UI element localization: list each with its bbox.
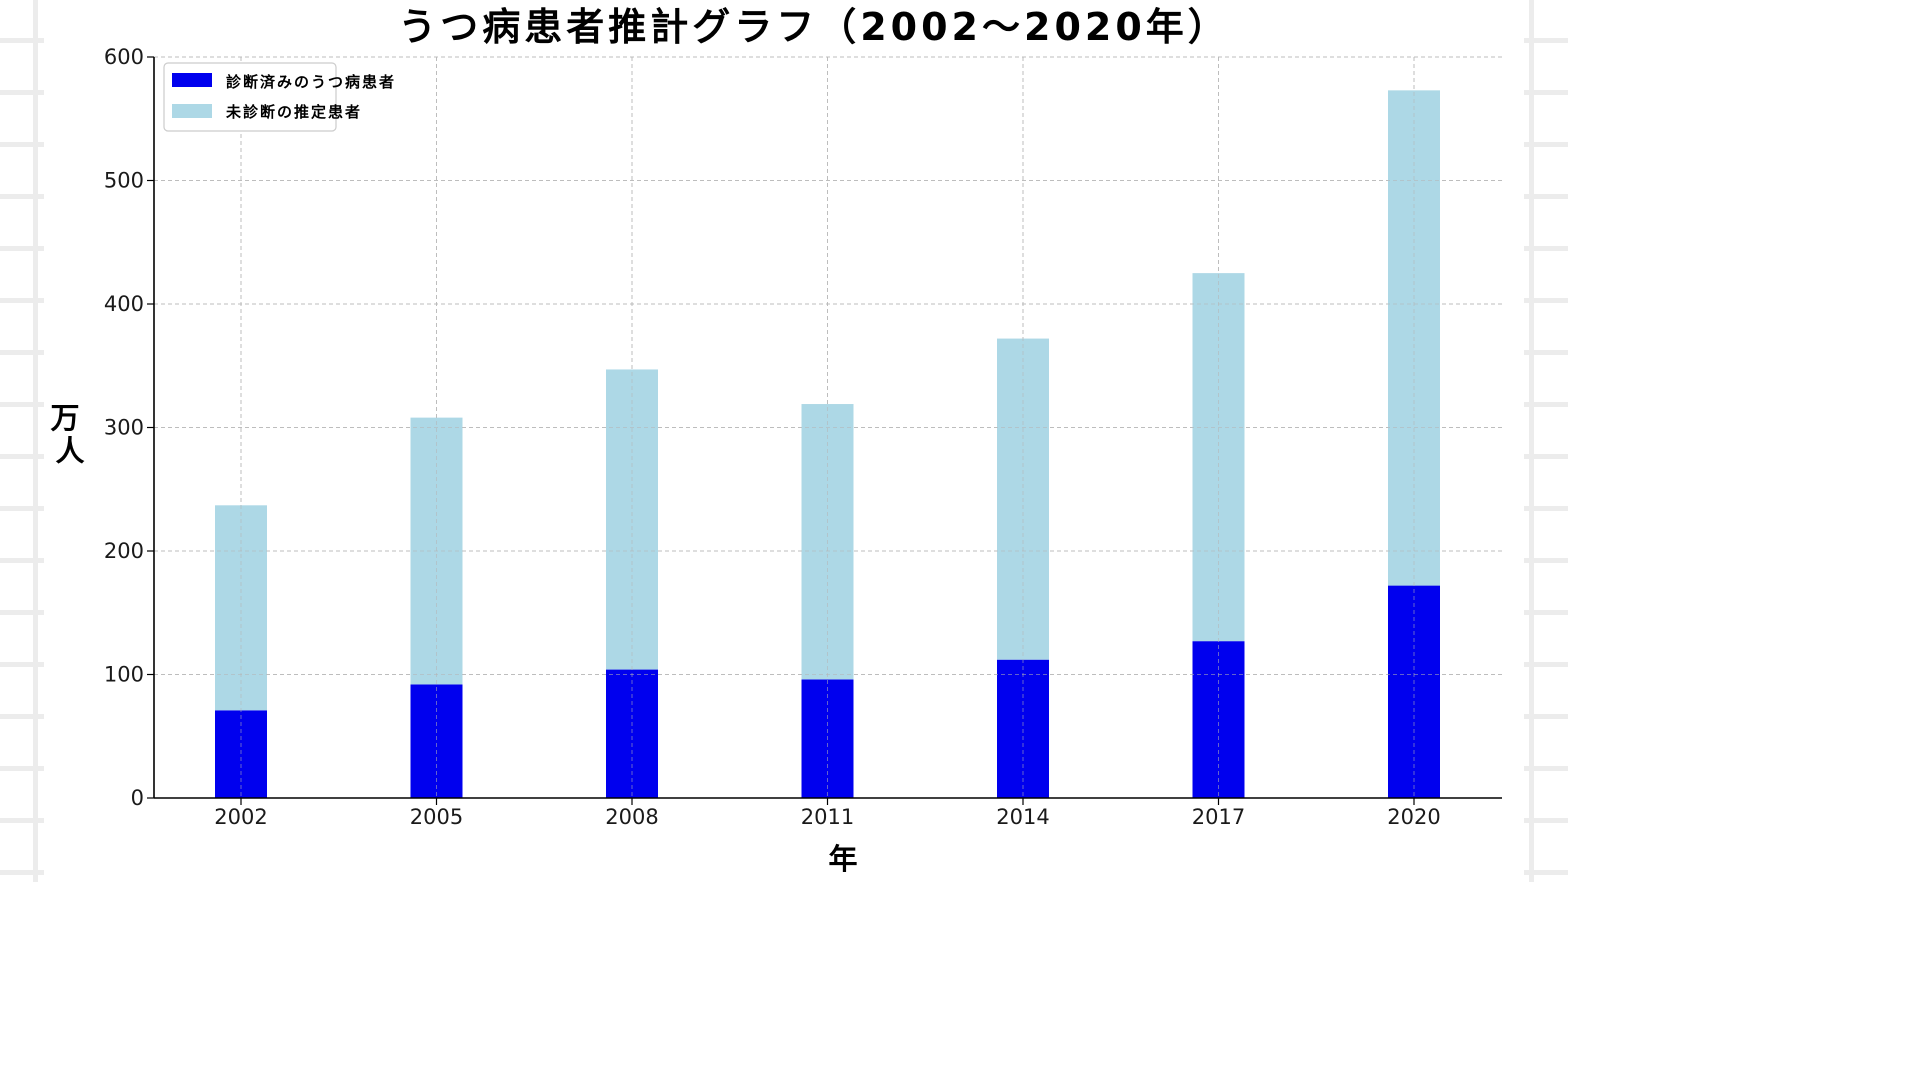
y-tick-label: 0: [131, 786, 144, 810]
legend-label-diagnosed: 診断済みのうつ病患者: [226, 73, 396, 91]
left-grid-decoration: [0, 0, 44, 882]
legend-label-undiagnosed: 未診断の推定患者: [225, 103, 362, 121]
y-tick-label: 500: [104, 169, 144, 193]
x-ticks: 2002 2005 2008 2011 2014 2017 2020: [214, 798, 1441, 829]
y-tick-label: 600: [104, 45, 144, 69]
legend: 診断済みのうつ病患者 未診断の推定患者: [163, 62, 396, 132]
x-tick-label: 2005: [410, 805, 463, 829]
x-axis-label: 年: [828, 842, 857, 876]
x-tick-label: 2008: [605, 805, 658, 829]
y-tick-label: 400: [104, 292, 144, 316]
x-tick-label: 2017: [1192, 805, 1245, 829]
y-tick-label: 300: [104, 416, 144, 440]
grid-lines-overlay: [154, 56, 1502, 798]
x-tick-label: 2002: [214, 805, 267, 829]
legend-swatch-diagnosed: [172, 73, 212, 87]
y-tick-label: 200: [104, 539, 144, 563]
y-tick-label: 100: [104, 663, 144, 687]
legend-swatch-undiagnosed: [172, 104, 212, 118]
x-tick-label: 2020: [1387, 805, 1440, 829]
chart-page: うつ病患者推計グラフ（2002〜2020年） 0 100 200 300 400 500 6…: [0, 0, 1568, 882]
y-ticks: 0 100 200 300 400 500 600: [104, 45, 154, 810]
chart-svg: うつ病患者推計グラフ（2002〜2020年） 0 100 200 300 400 500 6…: [50, 5, 1502, 876]
y-axis-label: 万 人: [50, 401, 89, 468]
right-grid-decoration: [1524, 0, 1568, 882]
x-tick-label: 2011: [801, 805, 854, 829]
chart-title: うつ病患者推計グラフ（2002〜2020年）: [398, 5, 1230, 49]
x-tick-label: 2014: [996, 805, 1049, 829]
